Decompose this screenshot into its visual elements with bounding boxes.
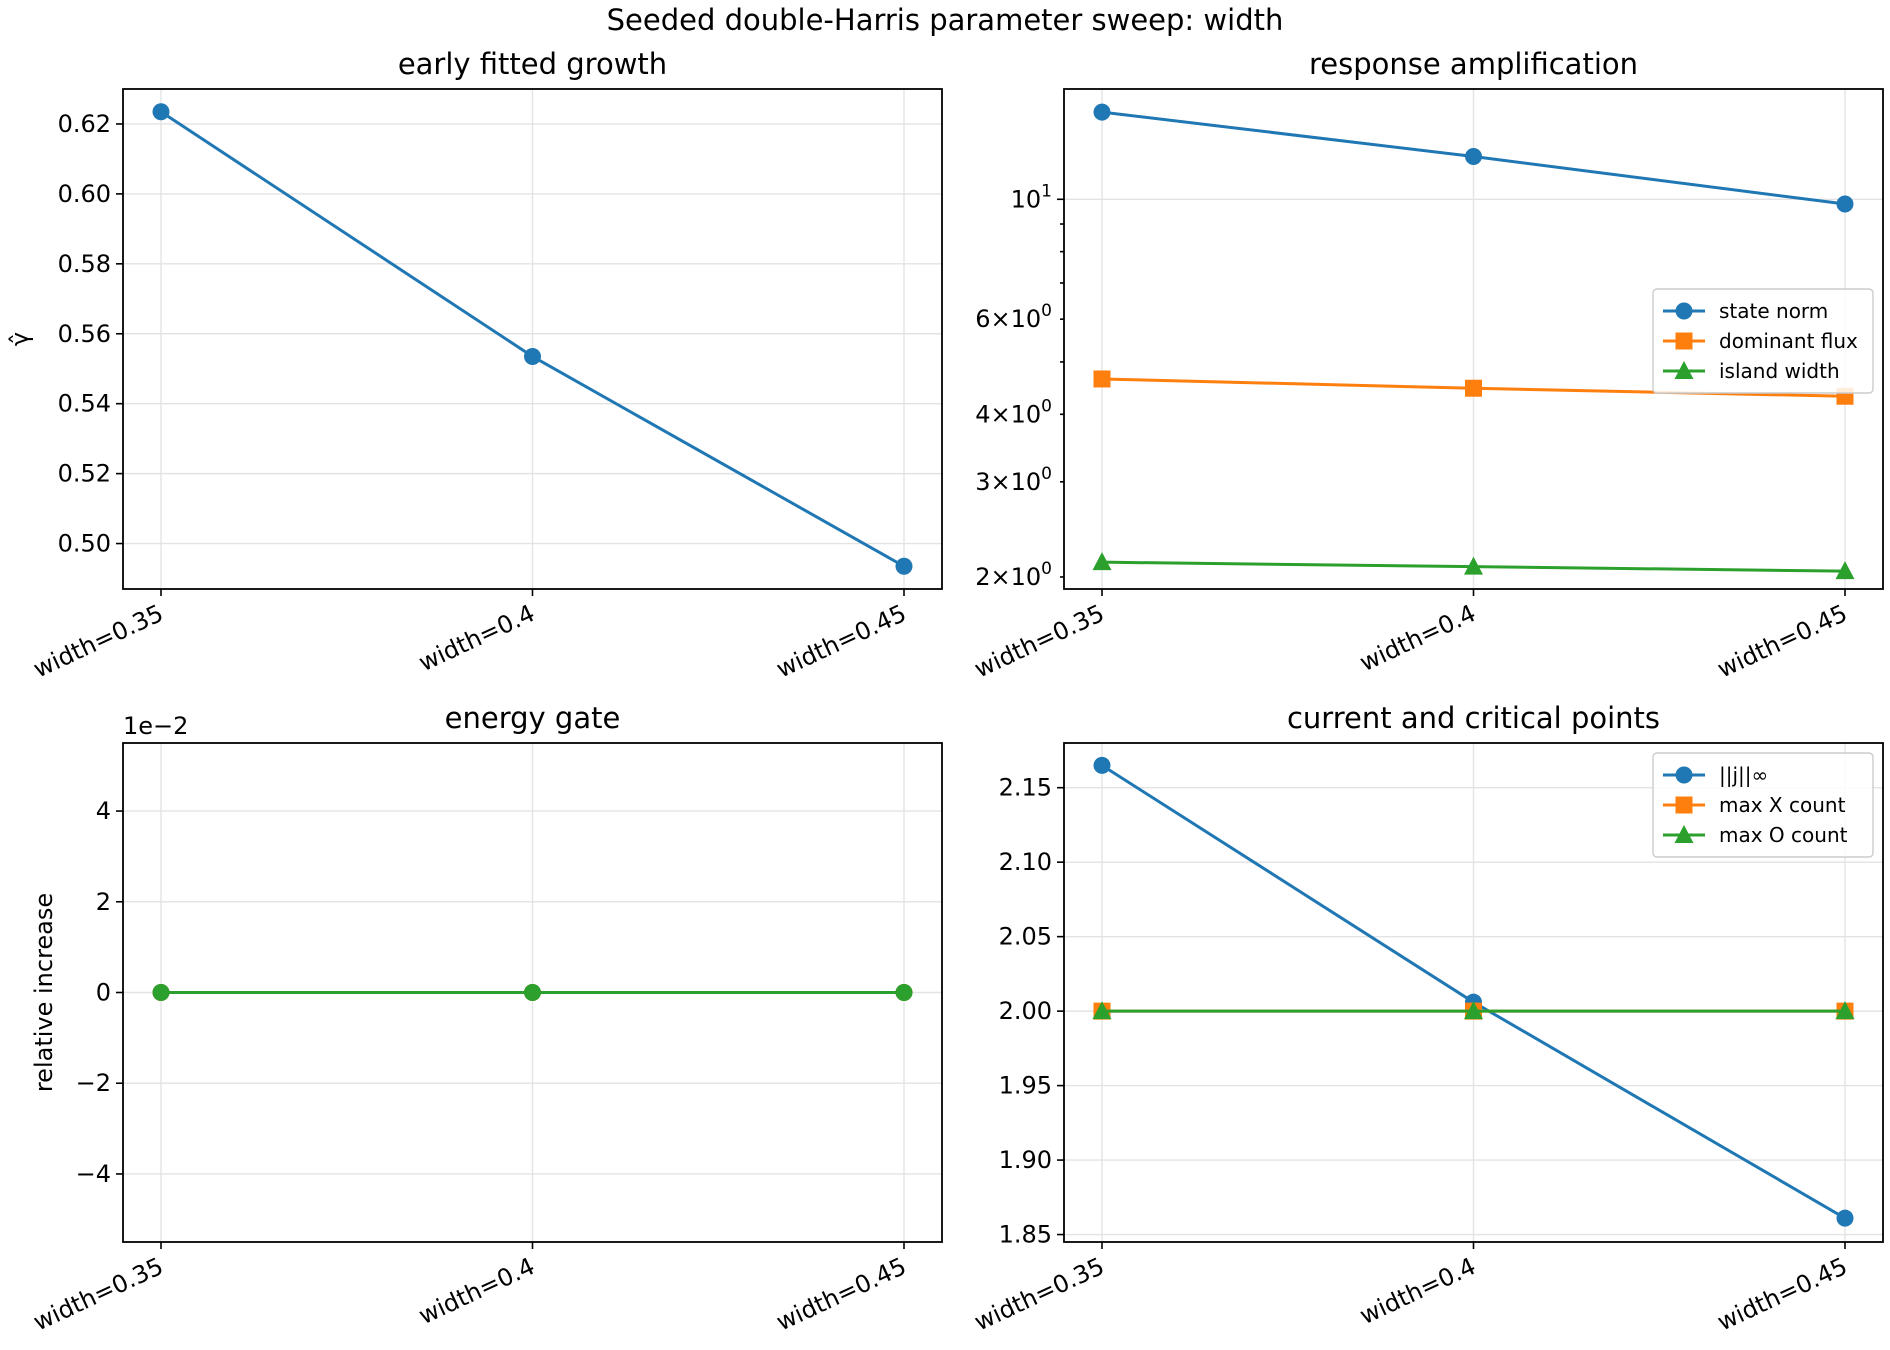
data-point: [1836, 1209, 1854, 1227]
data-point: [1835, 1001, 1855, 1020]
y-tick-label: 0: [96, 979, 111, 1007]
data-point: [524, 347, 541, 365]
legend-label: max X count: [1719, 793, 1846, 817]
axes-frame: [122, 742, 943, 1243]
series-island-width: [1092, 552, 1855, 580]
data-point: [1464, 1001, 1483, 1020]
panel-title: response amplification: [1309, 47, 1638, 81]
y-tick-label: 1.85: [999, 1221, 1052, 1249]
data-point: [895, 984, 913, 1001]
x-tick-label: width=0.45: [1713, 1252, 1851, 1336]
legend-label: max O count: [1719, 823, 1848, 847]
legend-label: dominant flux: [1719, 329, 1858, 353]
data-point: [1093, 103, 1111, 121]
data-point: [524, 984, 541, 1001]
legend: ||j||∞ max X count max O count: [1652, 752, 1874, 858]
y-tick-label: 0.54: [58, 390, 111, 418]
y-tick-label: −2: [76, 1069, 111, 1097]
panel-title: energy gate: [445, 701, 621, 735]
x-tick-label: width=0.4: [1355, 1252, 1480, 1330]
y-tick-label: 0.50: [58, 530, 111, 558]
data-point: [1465, 379, 1482, 397]
legend-label: island width: [1719, 359, 1840, 383]
y-tick-label: 4×100: [975, 396, 1052, 428]
x-tick-label: width=0.45: [772, 1252, 910, 1336]
panel-title: early fitted growth: [398, 47, 667, 81]
y-tick-label: 1.90: [999, 1146, 1052, 1174]
legend-label: ||j||∞: [1719, 763, 1768, 787]
y-tick-label: 4: [96, 797, 111, 825]
y-tick-label: 0.58: [58, 250, 111, 278]
figure-title: Seeded double-Harris parameter sweep: wi…: [607, 3, 1284, 37]
legend-swatch-marker: [1675, 332, 1693, 350]
x-tick-label: width=0.35: [29, 599, 167, 683]
panel-response-amplification: response amplification width=0.35 width=0.…: [970, 47, 1884, 683]
y-tick-label: 2.10: [999, 848, 1052, 876]
data-point: [1836, 195, 1854, 213]
data-point: [1092, 1001, 1112, 1020]
y-tick-label: 2: [96, 888, 111, 916]
legend-box: [1652, 288, 1874, 394]
axes-frame: [1063, 88, 1884, 590]
y-tick-label: 0.60: [58, 180, 111, 208]
data-point: [895, 557, 913, 575]
y-tick-label: 3×100: [975, 464, 1052, 496]
y-tick-label: 0.52: [58, 460, 111, 488]
series-max-o-count: [1092, 1001, 1855, 1020]
series-line-0: [152, 103, 913, 575]
data-point: [152, 984, 170, 1001]
x-tick-label: width=0.35: [970, 1252, 1108, 1336]
data-point: [1464, 556, 1483, 575]
series-line-2: [152, 984, 913, 1001]
series-state-norm: [1093, 103, 1854, 213]
data-point: [1092, 552, 1112, 571]
y-tick-label: 101: [1011, 181, 1052, 213]
legend: state norm dominant flux island width: [1652, 288, 1874, 394]
x-tick-label: width=0.35: [970, 599, 1108, 683]
legend-swatch-marker: [1674, 825, 1694, 843]
x-tick-label: width=0.4: [1355, 599, 1480, 677]
data-point: [1093, 756, 1111, 774]
y-tick-label: 2.00: [999, 997, 1052, 1025]
y-tick-label: 1.95: [999, 1072, 1052, 1100]
legend-swatch-marker: [1675, 302, 1693, 320]
legend-swatch-marker: [1675, 766, 1693, 784]
data-point: [1835, 561, 1855, 580]
panel-current-and-critical-points: current and critical points width=0.35 wid…: [970, 701, 1884, 1336]
y-tick-label: 2.05: [999, 923, 1052, 951]
x-tick-label: width=0.45: [772, 599, 910, 683]
legend-swatch-marker: [1674, 361, 1694, 379]
axes-frame: [122, 88, 943, 590]
y-tick-label: −4: [76, 1160, 111, 1188]
y-tick-label: 2.15: [999, 774, 1052, 802]
x-tick-label: width=0.35: [29, 1252, 167, 1336]
data-point: [152, 103, 170, 121]
data-point: [1093, 370, 1111, 388]
panel-energy-gate: energy gate width=0.35 width=0.4 width=0.45…: [29, 701, 943, 1336]
panel-early-fitted-growth: early fitted growth width=0.35 width=0.4 wi…: [6, 47, 943, 683]
y-tick-label: 0.56: [58, 320, 111, 348]
y-offset-label: 1e−2: [123, 712, 188, 740]
x-tick-label: width=0.4: [414, 1252, 539, 1330]
axes-frame: [1063, 742, 1884, 1243]
x-tick-label: width=0.45: [1713, 599, 1851, 683]
data-point: [1465, 148, 1482, 166]
y-tick-label: 6×100: [975, 301, 1052, 333]
y-tick-label: 0.62: [58, 110, 111, 138]
legend-swatch-marker: [1675, 796, 1693, 814]
legend-box: [1652, 752, 1874, 858]
y-tick-label: 2×100: [975, 559, 1052, 591]
y-axis-label: γ̂: [6, 332, 34, 346]
x-tick-label: width=0.4: [414, 599, 539, 677]
panel-title: current and critical points: [1287, 701, 1660, 735]
legend-label: state norm: [1719, 299, 1828, 323]
y-axis-label: relative increase: [30, 893, 58, 1092]
